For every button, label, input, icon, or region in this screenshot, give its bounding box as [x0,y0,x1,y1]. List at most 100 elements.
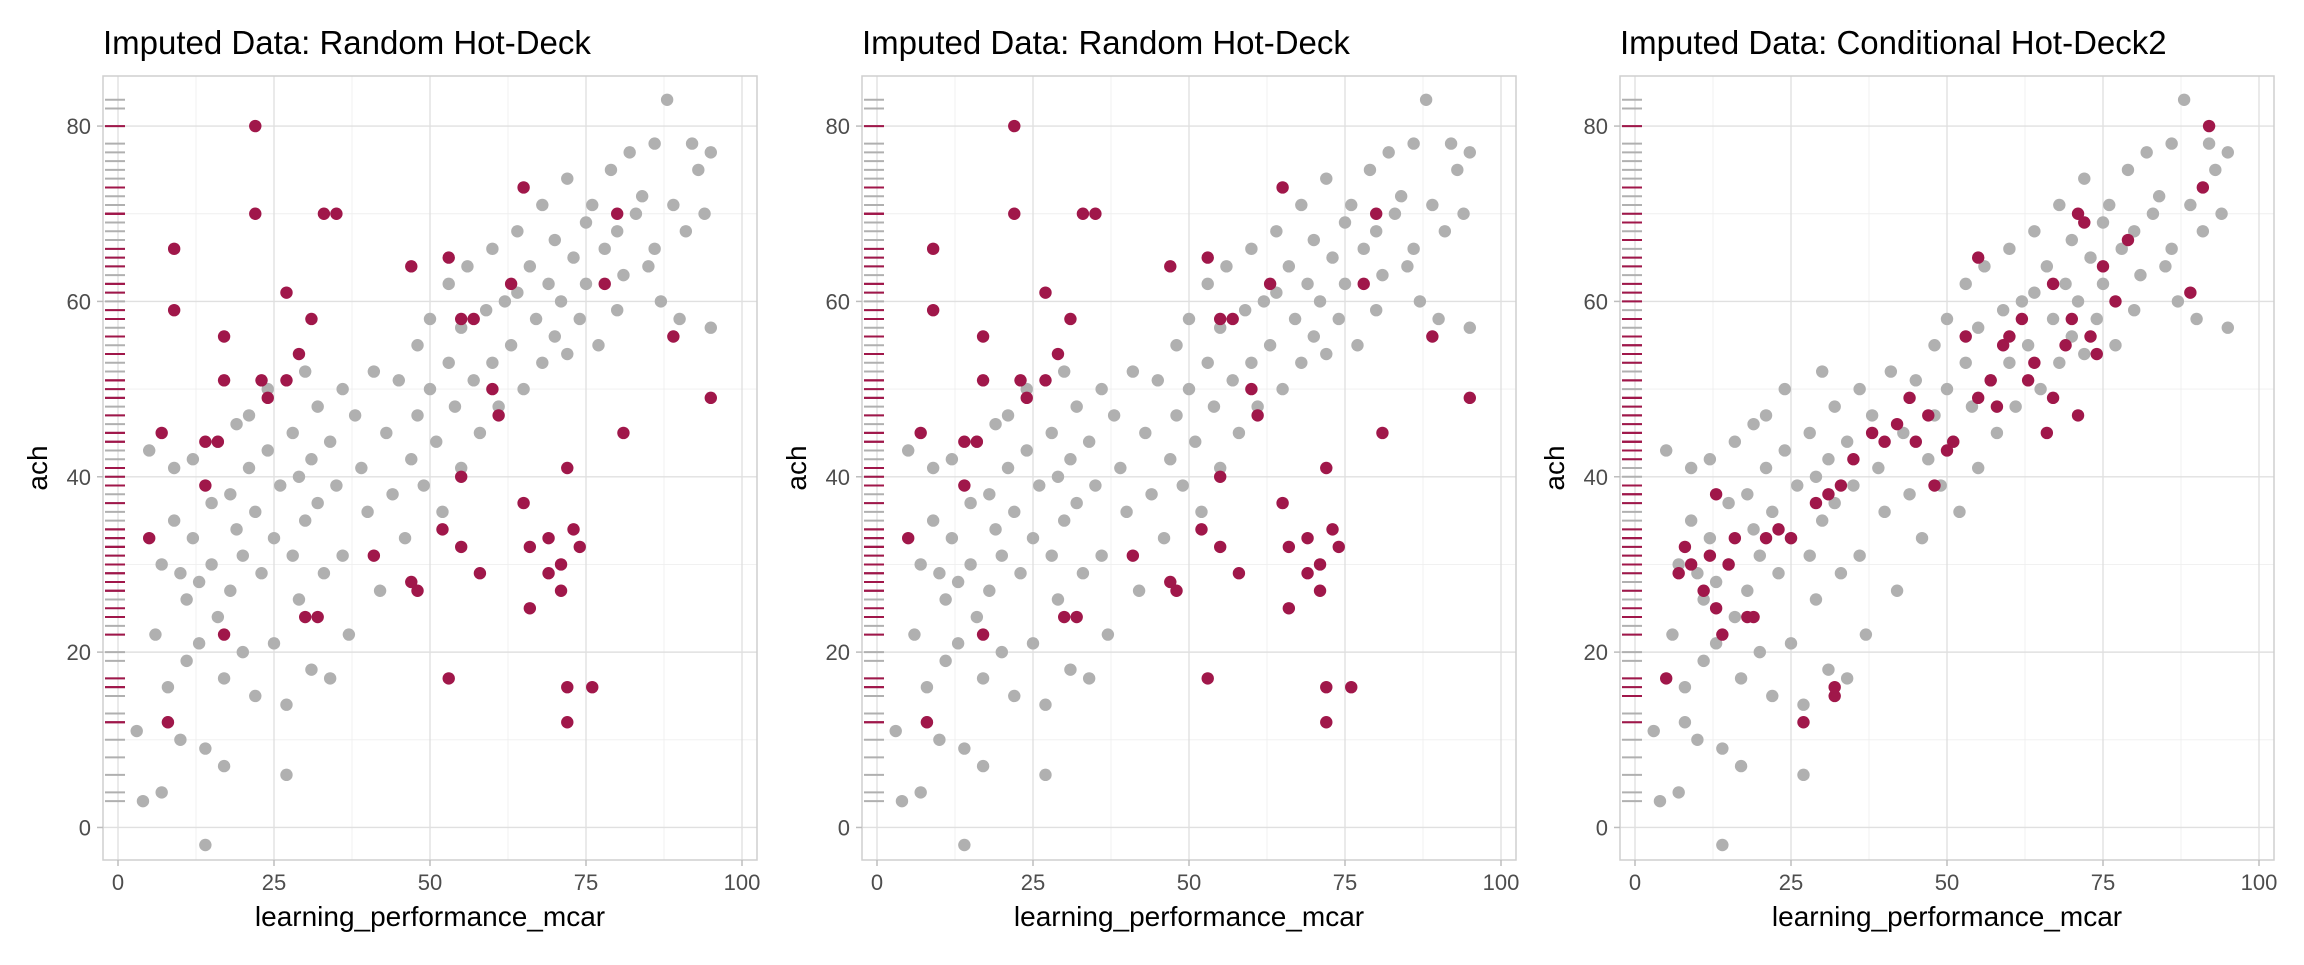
observed-point [2003,356,2016,369]
observed-point [299,514,312,527]
observed-point [280,698,293,711]
observed-point [2021,339,2035,352]
observed-point [155,786,168,799]
observed-point [267,637,281,650]
observed-point [1207,400,1221,413]
observed-point [2121,163,2135,177]
observed-point [305,663,318,676]
observed-point [224,584,237,597]
observed-point [1238,303,1252,317]
x-axis-label: learning_performance_mcar [1014,901,1364,932]
observed-point [380,426,393,440]
observed-point [1282,260,1296,273]
observed-point [1033,479,1046,492]
imputed-point [1214,470,1227,483]
imputed-point [561,461,574,475]
imputed-point [1276,496,1289,510]
imputed-point [554,558,568,571]
imputed-point [492,409,505,422]
y-tick-label: 0 [79,815,91,840]
observed-point [1345,198,1358,212]
imputed-point [1972,251,1985,264]
imputed-point [2202,119,2216,133]
observed-point [1351,339,1364,352]
observed-point [1884,365,1898,378]
imputed-point [436,523,449,536]
observed-point [1220,260,1233,273]
x-tick-label: 75 [1333,870,1357,895]
imputed-point [2021,374,2035,387]
imputed-point [2184,286,2197,299]
observed-point [1803,426,1816,440]
imputed-point [155,426,168,440]
imputed-point [573,540,586,554]
observed-point [667,198,680,212]
observed-point [951,637,965,650]
observed-point [411,339,424,352]
imputed-point [1672,567,1685,580]
observed-point [939,654,952,668]
observed-point [1759,461,1773,475]
observed-point [492,400,505,413]
observed-point [511,225,524,238]
observed-point [261,444,274,457]
observed-point [423,382,437,396]
imputed-point [1201,251,1214,264]
observed-point [1295,198,1308,212]
observed-point [561,347,574,361]
imputed-point [1070,610,1083,624]
observed-point [914,558,927,571]
observed-point [648,137,661,150]
observed-point [161,680,175,694]
observed-point [1201,277,1214,291]
observed-point [1245,356,1258,369]
imputed-point [405,260,418,273]
observed-point [1822,453,1835,466]
imputed-point [2040,426,2054,440]
observed-point [926,514,940,527]
imputed-point [1039,374,1052,387]
observed-point [1697,593,1710,606]
observed-point [895,794,909,808]
observed-point [1026,637,1040,650]
observed-point [1660,444,1673,457]
observed-point [230,523,243,536]
observed-point [554,295,568,308]
observed-point [1853,382,1866,396]
observed-point [1709,575,1723,589]
imputed-point [554,584,568,597]
observed-point [1070,496,1083,510]
observed-point [704,321,717,334]
imputed-point [1784,531,1798,545]
y-tick-label: 40 [67,465,91,490]
observed-point [1759,409,1773,422]
observed-point [933,567,946,580]
imputed-point [1797,716,1810,729]
observed-point [1678,716,1692,729]
observed-point [1678,680,1692,694]
imputed-point [1195,523,1208,536]
observed-point [423,312,437,326]
observed-point [1672,558,1685,571]
observed-point [504,339,518,352]
observed-point [174,567,187,580]
imputed-point [704,391,717,405]
observed-point [976,672,990,685]
observed-point [2090,312,2103,326]
imputed-point [1370,207,1383,220]
x-tick-label: 25 [1779,870,1803,895]
imputed-point [1020,391,1033,405]
observed-point [1276,382,1289,396]
imputed-point [2046,391,2060,405]
imputed-point [217,330,231,343]
observed-point [983,488,996,501]
imputed-point [217,374,231,387]
observed-point [548,233,561,247]
imputed-point [1320,680,1333,694]
observed-point [1170,409,1183,422]
observed-point [1451,163,1464,177]
observed-point [1338,277,1352,291]
imputed-point [1320,461,1333,475]
observed-point [1401,260,1414,273]
x-tick-label: 25 [1021,870,1045,895]
